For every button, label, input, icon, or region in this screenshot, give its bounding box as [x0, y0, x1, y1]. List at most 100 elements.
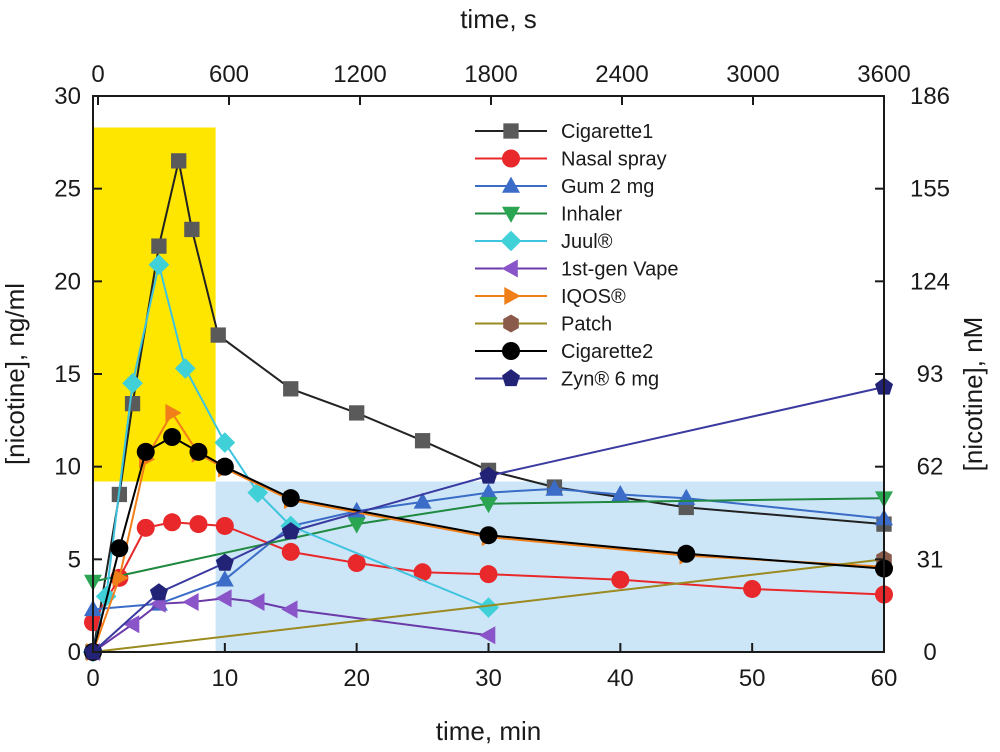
data-point: [347, 517, 366, 534]
data-point: [283, 381, 299, 397]
data-point: [248, 593, 265, 611]
top-x-tick-label: 0: [91, 61, 104, 88]
legend-marker: [504, 287, 521, 305]
data-point: [478, 597, 499, 618]
data-point: [136, 442, 155, 461]
y-tick-label: 0: [68, 639, 81, 666]
data-point: [281, 600, 298, 619]
legend-marker: [502, 206, 520, 223]
legend-marker: [502, 149, 520, 168]
top-x-tick-label: 1800: [464, 61, 517, 88]
legend-item: Cigarette1: [475, 121, 653, 143]
data-point: [413, 492, 432, 509]
data-point: [215, 516, 234, 535]
series-10: [84, 377, 893, 660]
data-point: [281, 542, 300, 561]
x-tick-label: 20: [343, 665, 370, 692]
data-point: [479, 483, 498, 500]
data-point: [123, 615, 140, 634]
legend-item: Juul®: [475, 230, 613, 253]
data-point: [163, 428, 182, 447]
legend-item: Zyn® 6 mg: [475, 369, 659, 391]
data-point: [413, 563, 432, 582]
data-point: [347, 554, 366, 573]
data-point: [677, 544, 696, 563]
legend-label: IQOS®: [561, 286, 626, 308]
series-2: [84, 513, 893, 632]
data-point: [149, 583, 168, 601]
y-tick-label: 10: [54, 454, 81, 481]
legend-marker: [501, 259, 518, 278]
right-y-tick-label: 186: [910, 83, 950, 110]
legend-label: Cigarette1: [561, 121, 653, 143]
right-y-tick-label: 31: [917, 546, 944, 573]
legend-marker: [503, 314, 519, 333]
legend-item: Nasal spray: [475, 149, 667, 171]
data-point: [214, 432, 236, 453]
data-point: [743, 579, 762, 598]
data-point: [215, 589, 232, 608]
legend-marker: [503, 123, 519, 139]
top-x-tick-label: 600: [209, 61, 249, 88]
data-point: [171, 153, 187, 169]
data-point: [163, 513, 182, 532]
legend-marker: [502, 342, 520, 360]
data-point: [148, 254, 170, 275]
data-point: [479, 526, 498, 545]
y-tick-label: 20: [54, 268, 81, 295]
highlight-region-1: [93, 127, 216, 482]
data-point: [611, 485, 630, 502]
legend-marker: [502, 369, 520, 387]
data-point: [210, 327, 226, 343]
y-tick-label: 15: [54, 361, 81, 388]
legend-marker: [502, 176, 520, 193]
x-tick-label: 60: [871, 665, 898, 692]
legend-label: Zyn® 6 mg: [561, 369, 659, 391]
data-point: [189, 442, 208, 461]
top-x-axis-title: time, s: [460, 4, 537, 34]
top-x-tick-label: 3000: [726, 61, 779, 88]
data-point: [174, 358, 196, 379]
series-line: [92, 410, 885, 653]
legend-label: 1st-gen Vape: [561, 259, 679, 281]
data-point: [215, 553, 234, 571]
data-point: [479, 466, 498, 484]
legend-item: Gum 2 mg: [475, 176, 654, 198]
data-point: [151, 238, 167, 254]
x-tick-label: 50: [739, 665, 766, 692]
legend-marker: [500, 230, 522, 252]
x-axis-title: time, min: [436, 716, 541, 746]
data-point: [184, 221, 200, 238]
data-point: [110, 539, 129, 558]
series-line: [92, 435, 885, 653]
series-line: [92, 386, 885, 653]
data-point: [281, 489, 300, 508]
data-point: [545, 479, 564, 496]
y-axis-title: [nicotine], ng/ml: [0, 283, 30, 465]
data-point: [414, 433, 431, 449]
data-point: [611, 570, 630, 589]
top-x-tick-label: 1200: [333, 61, 386, 88]
data-point: [215, 457, 234, 476]
data-point: [182, 593, 199, 611]
x-tick-label: 10: [211, 665, 238, 692]
legend-label: Gum 2 mg: [561, 176, 654, 198]
right-y-tick-label: 93: [917, 361, 944, 388]
legend: Cigarette1 Nasal spray Gum 2 mg Inhaler Juul…: [475, 121, 679, 391]
legend-item: IQOS®: [475, 286, 626, 308]
legend-item: Inhaler: [475, 204, 622, 226]
data-point: [281, 522, 300, 540]
y-tick-label: 5: [68, 546, 81, 573]
legend-label: Inhaler: [561, 204, 622, 226]
data-point: [122, 372, 143, 394]
right-y-tick-label: 0: [923, 639, 936, 666]
data-point: [479, 565, 498, 584]
y-tick-label: 30: [54, 83, 81, 110]
data-point: [165, 403, 182, 422]
y-tick-label: 25: [54, 176, 81, 203]
data-point: [124, 396, 141, 412]
top-x-tick-label: 2400: [595, 61, 648, 88]
